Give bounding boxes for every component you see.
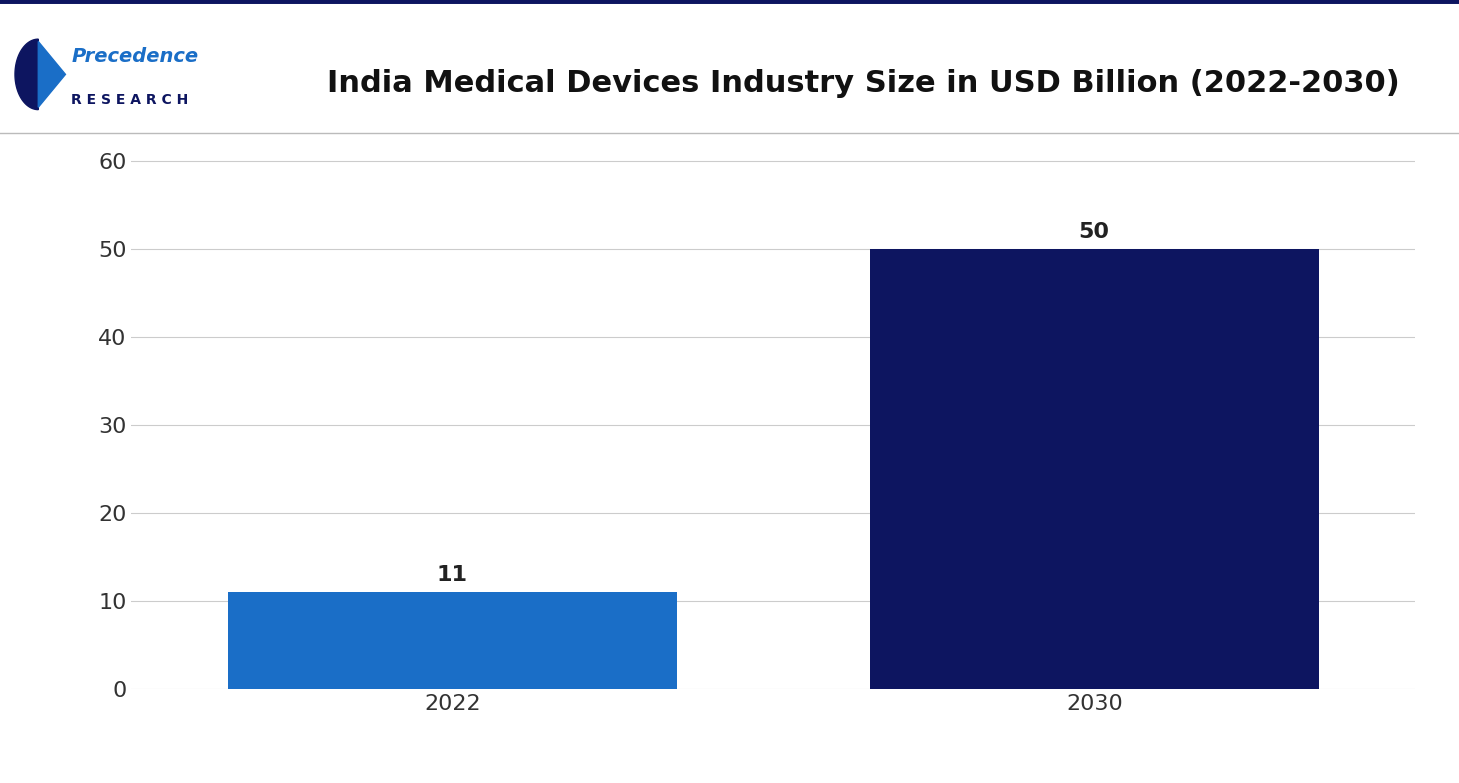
Title: India Medical Devices Industry Size in USD Billion (2022-2030): India Medical Devices Industry Size in U… <box>327 70 1399 99</box>
Polygon shape <box>15 39 38 110</box>
Bar <box>228 592 677 689</box>
Bar <box>870 249 1319 689</box>
Text: R E S E A R C H: R E S E A R C H <box>71 93 188 106</box>
Text: 50: 50 <box>1078 222 1110 242</box>
Text: Precedence: Precedence <box>71 46 198 66</box>
Polygon shape <box>38 41 66 107</box>
Text: 11: 11 <box>436 565 468 585</box>
